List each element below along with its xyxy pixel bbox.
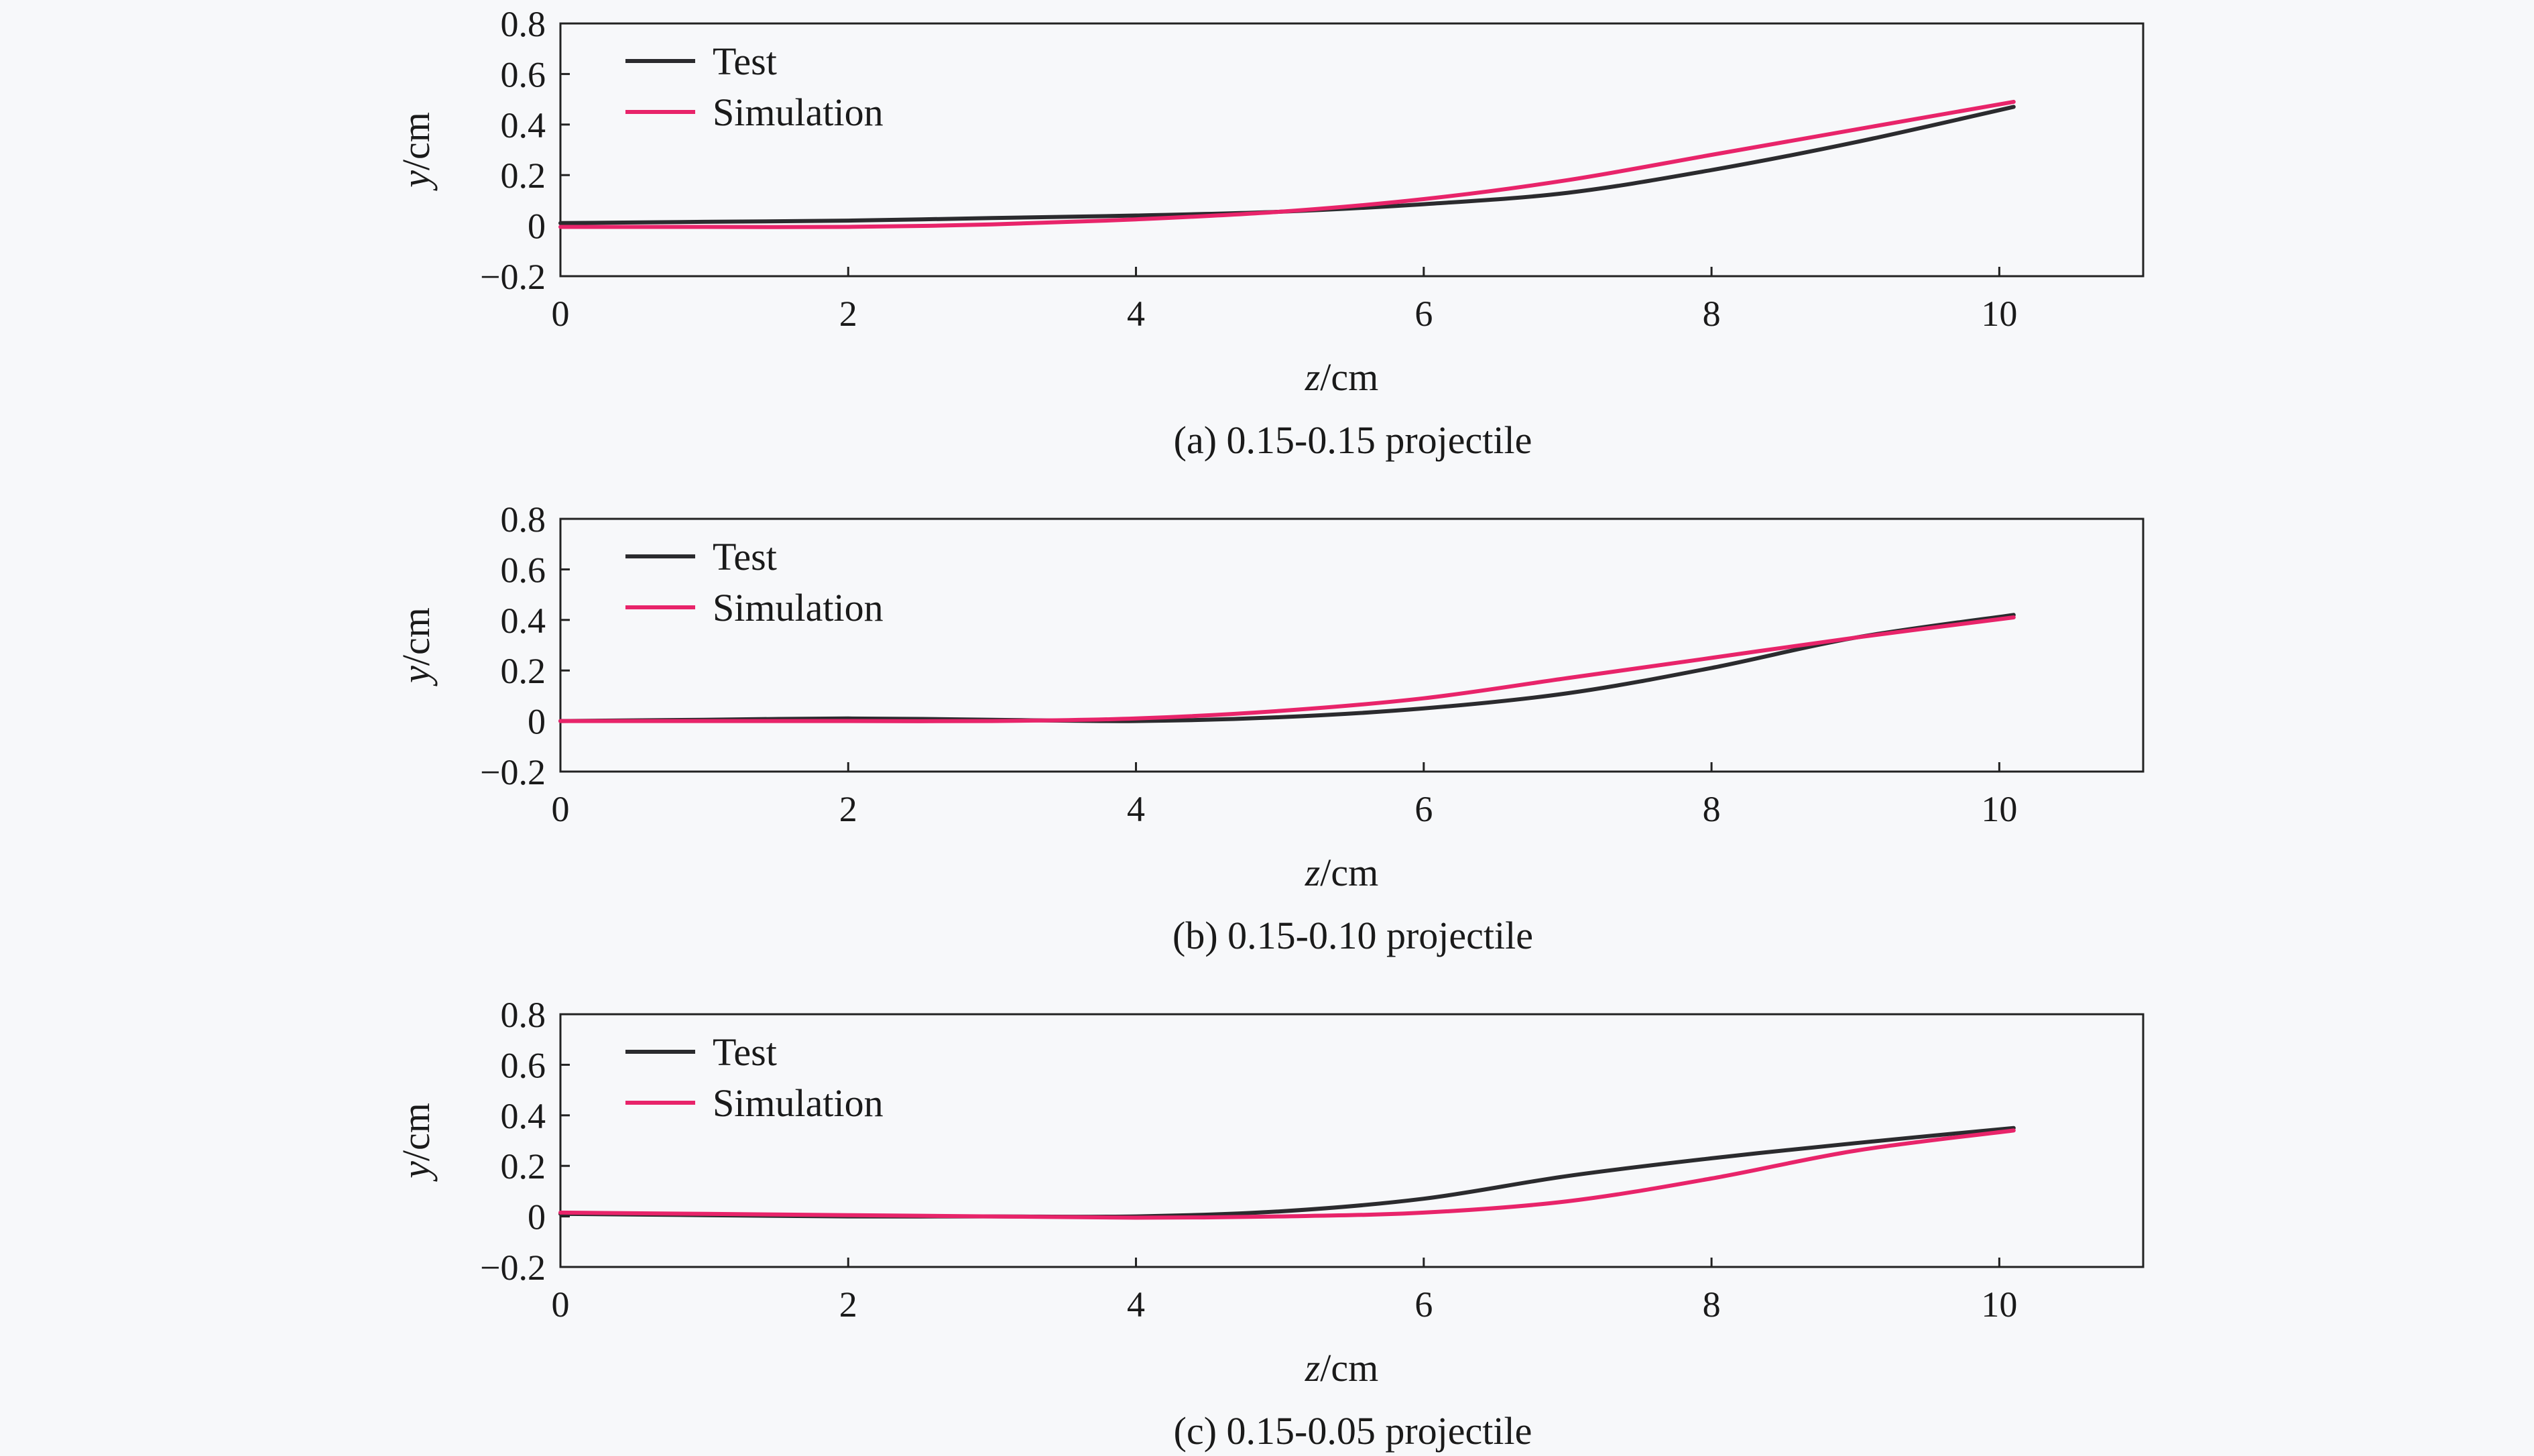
y-tick-label: 0.8 bbox=[501, 4, 546, 44]
legend-label-test: Test bbox=[713, 1030, 777, 1074]
panel-caption: (b) 0.15-0.10 projectile bbox=[1172, 914, 1533, 957]
x-tick-label: 6 bbox=[1414, 789, 1433, 829]
series-line-test bbox=[558, 613, 2016, 723]
series-line-simulation bbox=[558, 1128, 2016, 1220]
y-tick-label: 0 bbox=[528, 206, 546, 247]
series-line-test bbox=[558, 1126, 2016, 1219]
x-tick-label: 8 bbox=[1703, 1284, 1721, 1325]
y-tick-label: 0.6 bbox=[501, 550, 546, 590]
x-tick-label: 4 bbox=[1127, 294, 1145, 334]
x-tick-label: 2 bbox=[839, 294, 857, 334]
panel-caption: (c) 0.15-0.05 projectile bbox=[1174, 1409, 1532, 1453]
legend-label-simulation: Simulation bbox=[713, 90, 884, 134]
y-tick-label: 0.4 bbox=[501, 105, 546, 145]
series-line-simulation bbox=[558, 99, 2016, 229]
y-tick-label: 0.8 bbox=[501, 499, 546, 540]
x-tick-label: 10 bbox=[1981, 789, 2017, 829]
y-tick-label: 0 bbox=[528, 702, 546, 742]
x-tick-label: 6 bbox=[1414, 1284, 1433, 1325]
y-tick-label: 0.4 bbox=[501, 1096, 546, 1136]
y-tick-label: 0.4 bbox=[501, 601, 546, 641]
legend-label-test: Test bbox=[713, 40, 777, 83]
panel-3: −0.200.20.40.60.80 2 4 6 8 10z/cmy/cmTestSimu… bbox=[394, 995, 2145, 1453]
plot-frame bbox=[559, 1013, 2145, 1268]
x-tick-label: 4 bbox=[1127, 1284, 1145, 1325]
series-line-simulation bbox=[558, 615, 2016, 723]
legend-label-test: Test bbox=[713, 535, 777, 579]
legend-label-simulation: Simulation bbox=[713, 1081, 884, 1125]
y-tick-label: 0.2 bbox=[501, 651, 546, 691]
x-tick-label: 10 bbox=[1981, 294, 2017, 334]
y-tick-label: 0.2 bbox=[501, 156, 546, 196]
x-tick-label: 2 bbox=[839, 1284, 857, 1325]
x-tick-label: 6 bbox=[1414, 294, 1433, 334]
x-axis-label: z/cm bbox=[1305, 355, 1379, 399]
y-tick-label: −0.2 bbox=[480, 752, 546, 792]
legend-label-simulation: Simulation bbox=[713, 586, 884, 629]
x-tick-label: 10 bbox=[1981, 1284, 2017, 1325]
plot-frame bbox=[559, 22, 2145, 278]
y-axis-label: y/cm bbox=[394, 607, 438, 686]
x-tick-label: 8 bbox=[1703, 294, 1721, 334]
y-tick-label: 0.8 bbox=[501, 995, 546, 1035]
y-tick-label: 0.2 bbox=[501, 1146, 546, 1187]
y-tick-label: −0.2 bbox=[480, 257, 546, 297]
x-axis-label: z/cm bbox=[1305, 851, 1379, 894]
y-tick-label: 0 bbox=[528, 1197, 546, 1237]
y-tick-label: 0.6 bbox=[501, 54, 546, 95]
x-tick-label: 4 bbox=[1127, 789, 1145, 829]
x-tick-label: 0 bbox=[552, 294, 570, 334]
panel-2: −0.200.20.40.60.80 2 4 6 8 10z/cmy/cmTestSimu… bbox=[394, 499, 2145, 957]
panel-1: −0.200.20.40.60.80 2 4 6 8 10z/cmy/cmTestSimu… bbox=[394, 4, 2145, 462]
y-axis-label: y/cm bbox=[394, 112, 438, 191]
y-axis-label: y/cm bbox=[394, 1103, 438, 1182]
y-tick-label: 0.6 bbox=[501, 1045, 546, 1085]
x-tick-label: 8 bbox=[1703, 789, 1721, 829]
x-tick-label: 0 bbox=[552, 789, 570, 829]
plot-frame bbox=[559, 518, 2145, 773]
y-tick-label: −0.2 bbox=[480, 1248, 546, 1288]
x-tick-label: 2 bbox=[839, 789, 857, 829]
panel-caption: (a) 0.15-0.15 projectile bbox=[1174, 418, 1532, 462]
x-axis-label: z/cm bbox=[1305, 1346, 1379, 1390]
x-tick-label: 0 bbox=[552, 1284, 570, 1325]
